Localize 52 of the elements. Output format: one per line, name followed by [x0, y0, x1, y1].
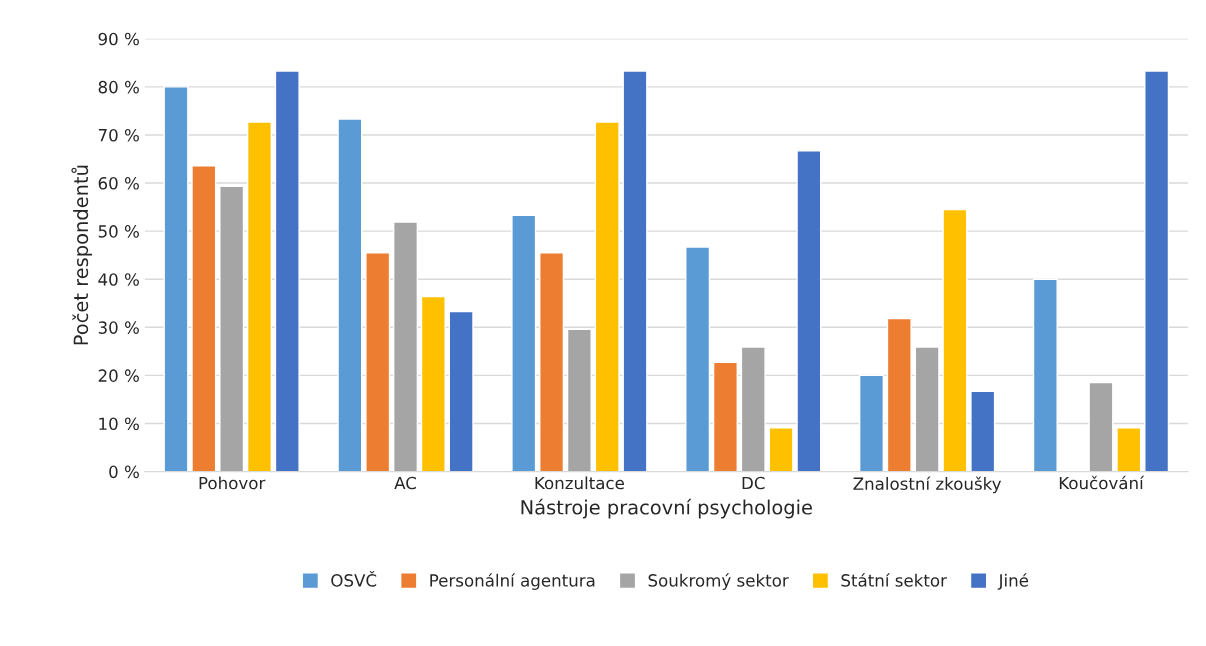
bar: [740, 346, 766, 472]
x-tick-label: AC: [394, 476, 416, 490]
bar: [219, 185, 245, 472]
y-tick-label: 20 %: [98, 369, 139, 382]
bar: [712, 361, 738, 472]
x-tick-label: Konzultace: [535, 476, 624, 490]
bar: [858, 374, 884, 472]
legend-label: Soukromý sektor: [648, 573, 789, 590]
bar: [886, 317, 912, 472]
bar: [970, 390, 996, 472]
x-tick-label: DC: [742, 476, 765, 490]
bar: [566, 328, 592, 472]
x-axis-title: Nástroje pracovní psychologie: [521, 498, 812, 519]
x-tick-label: Koučování: [1059, 475, 1145, 490]
bar: [448, 310, 474, 472]
y-tick-label: 60 %: [98, 177, 139, 190]
bar: [1144, 70, 1170, 472]
bar: [1032, 278, 1058, 472]
bar: [246, 121, 272, 472]
y-tick-label: 50 %: [98, 225, 139, 238]
y-tick-label: 80 %: [98, 80, 139, 94]
y-tick-label: 0 %: [109, 465, 139, 479]
legend-label: Jiné: [997, 573, 1029, 590]
bar: [942, 208, 968, 472]
legend-label: Personální agentura: [430, 573, 595, 590]
bar: [796, 150, 822, 472]
y-tick-label: 90 %: [98, 32, 139, 46]
y-tick-label: 70 %: [98, 128, 139, 142]
bar: [539, 252, 565, 472]
bar: [685, 246, 711, 472]
bar: [622, 70, 648, 472]
bar: [1116, 427, 1142, 472]
y-tick-label: 40 %: [98, 273, 139, 286]
bar: [420, 295, 446, 472]
bar: [274, 70, 300, 472]
x-tick-label: Znalostní zkoušky: [853, 476, 1002, 494]
bar: [392, 221, 419, 472]
bar: [511, 214, 537, 472]
bar: [337, 118, 363, 472]
legend-label: OSVČ: [331, 571, 377, 587]
legend-label: Státní sektor: [841, 573, 947, 587]
y-tick-label: 10 %: [99, 417, 139, 431]
bar: [1088, 381, 1114, 472]
y-tick-label: 30 %: [98, 321, 139, 334]
bar: [768, 427, 794, 472]
bar: [365, 252, 391, 472]
bar: [163, 86, 189, 472]
y-axis-title: Počet respondentů: [71, 165, 92, 345]
x-tick-label: Pohovor: [199, 476, 266, 490]
bar: [191, 165, 217, 472]
bar: [914, 346, 940, 472]
bar: [594, 121, 620, 472]
